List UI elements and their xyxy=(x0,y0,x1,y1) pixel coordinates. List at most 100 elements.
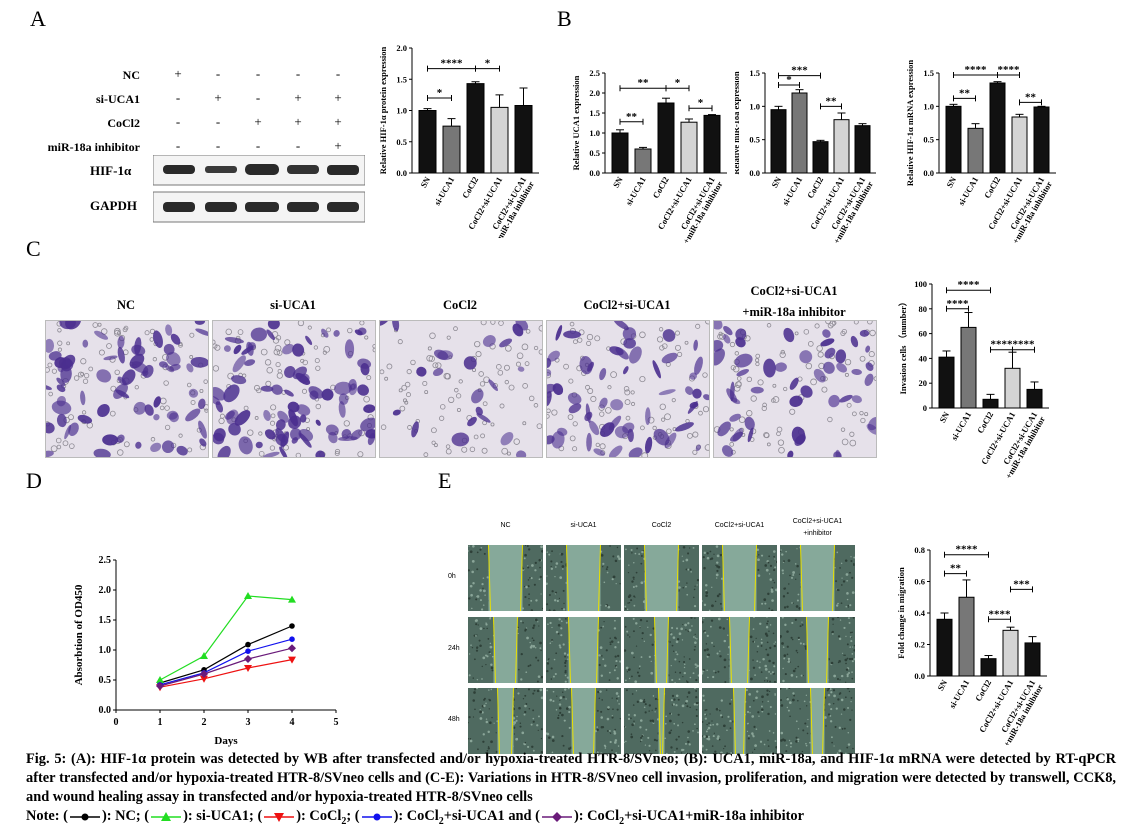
wound-image xyxy=(546,617,621,683)
data-point xyxy=(245,648,251,654)
y-tick-label: 1.0 xyxy=(749,101,760,111)
micrograph-title: CoCl2 xyxy=(442,298,478,312)
svg-text:CoCl2: CoCl2 xyxy=(651,175,671,200)
treatment-sign: + xyxy=(334,138,342,153)
bar xyxy=(960,326,977,409)
note-subscript: 2 xyxy=(341,815,347,827)
transwell-micrograph xyxy=(546,320,710,458)
bar xyxy=(466,83,485,174)
sig-label: **** xyxy=(441,58,464,70)
y-tick-label: 60 xyxy=(919,329,928,339)
svg-text:si-UCA1: si-UCA1 xyxy=(623,175,647,207)
y-tick-label: 0.0 xyxy=(914,671,925,681)
treatment-row-label: miR-18a inhibitor xyxy=(47,140,140,154)
x-tick-label: 2 xyxy=(202,717,207,728)
sig-label: * xyxy=(485,58,491,70)
data-point xyxy=(288,644,296,653)
treatment-sign: - xyxy=(335,66,341,81)
svg-text:CoCl2: CoCl2 xyxy=(805,175,825,200)
figure-caption: Fig. 5: (A): HIF-1α protein was detected… xyxy=(26,751,1116,805)
svg-text:CoCl2: CoCl2 xyxy=(460,175,480,200)
bar xyxy=(1033,106,1050,174)
treatment-sign: - xyxy=(175,90,181,105)
bar xyxy=(833,119,850,174)
bar xyxy=(1011,116,1028,174)
chart-uca1-expression: 0.00.51.01.52.02.5**** **Relative UCA1 ex… xyxy=(571,68,727,245)
y-tick-label: 1.5 xyxy=(589,108,600,118)
treatment-sign: - xyxy=(215,66,221,81)
sig-label: *** xyxy=(1013,578,1030,590)
legend-marker-icon xyxy=(69,813,100,821)
note-item-tail: +si-UCA1+miR-18a inhibitor xyxy=(624,808,805,824)
y-tick-label: 0.5 xyxy=(923,135,934,145)
sig-label: **** xyxy=(947,298,970,310)
sig-label: **** xyxy=(991,339,1014,351)
y-axis-label: Fold change in migration xyxy=(896,567,906,659)
note-subscript: 2 xyxy=(438,815,444,827)
bar xyxy=(980,658,997,677)
category-label: SN xyxy=(944,174,959,189)
svg-text:SN: SN xyxy=(418,174,433,189)
treatment-row-label: CoCl2 xyxy=(107,116,140,130)
data-point xyxy=(288,656,296,664)
panel-label-c: C xyxy=(26,236,41,261)
sig-label: *** xyxy=(791,65,808,77)
micrograph-title: CoCl2+si-UCA1 xyxy=(750,284,838,298)
series-line xyxy=(159,638,293,686)
wound-row-label: 0h xyxy=(448,573,456,580)
svg-text:SN: SN xyxy=(769,174,784,189)
y-tick-label: 0.0 xyxy=(396,168,407,178)
chart-hif1a-protein: 0.00.51.01.52.0***** *Relative HIF-1α pro… xyxy=(378,43,539,238)
y-tick-label: 40 xyxy=(919,353,928,363)
wound-image xyxy=(624,688,699,754)
y-tick-label: 0.0 xyxy=(749,168,760,178)
wound-image xyxy=(702,545,777,611)
data-point xyxy=(289,636,295,642)
treatment-sign: + xyxy=(294,90,302,105)
bar xyxy=(490,106,509,174)
sig-label: **** xyxy=(1013,339,1036,351)
sig-label: ** xyxy=(626,111,638,123)
micrograph-title: CoCl2+si-UCA1 xyxy=(583,298,671,312)
y-tick-label: 1.0 xyxy=(396,106,407,116)
wound-column-title: CoCl2 xyxy=(651,522,672,529)
wound-column-title: CoCl2+si-UCA1 xyxy=(792,518,843,525)
y-tick-label: 1.0 xyxy=(99,645,112,656)
wound-column-title: NC xyxy=(500,522,511,529)
treatment-sign: - xyxy=(215,138,221,153)
wound-image xyxy=(546,545,621,611)
x-axis-label: Days xyxy=(214,735,238,747)
treatment-sign: - xyxy=(295,138,301,153)
treatment-sign: - xyxy=(295,66,301,81)
svg-text:CoCl2: CoCl2 xyxy=(975,410,995,435)
chart-fold-migration: 0.00.20.40.60.8*************Fold change … xyxy=(896,544,1047,745)
treatment-row-label: NC xyxy=(122,68,140,82)
data-point xyxy=(156,682,164,690)
svg-text:CoCl2: CoCl2 xyxy=(982,175,1002,200)
category-label: SN xyxy=(418,174,433,189)
data-point xyxy=(244,665,252,672)
category-label: CoCl2 xyxy=(805,175,825,200)
sig-label: ** xyxy=(1025,91,1037,103)
y-tick-label: 80 xyxy=(919,304,928,314)
bar xyxy=(945,105,962,174)
y-tick-label: 2.0 xyxy=(589,88,600,98)
sig-label: **** xyxy=(956,544,979,556)
x-tick-label: 4 xyxy=(290,717,295,728)
y-axis-label: Relative UCA1 expression xyxy=(571,75,581,170)
series-line xyxy=(159,625,293,684)
sig-label: * xyxy=(675,77,681,89)
svg-text:SN: SN xyxy=(944,174,959,189)
wound-image xyxy=(780,617,855,683)
treatment-sign: - xyxy=(255,90,261,105)
treatment-sign: - xyxy=(175,114,181,129)
bar xyxy=(1004,367,1021,409)
western-blot xyxy=(153,155,365,223)
sig-label: ** xyxy=(638,77,650,89)
category-label: si-UCA1 xyxy=(949,410,973,442)
y-tick-label: 1.0 xyxy=(923,101,934,111)
panel-label-b: B xyxy=(557,6,572,31)
wound-column-title: +inhibitor xyxy=(803,530,832,537)
wound-image xyxy=(702,617,777,683)
